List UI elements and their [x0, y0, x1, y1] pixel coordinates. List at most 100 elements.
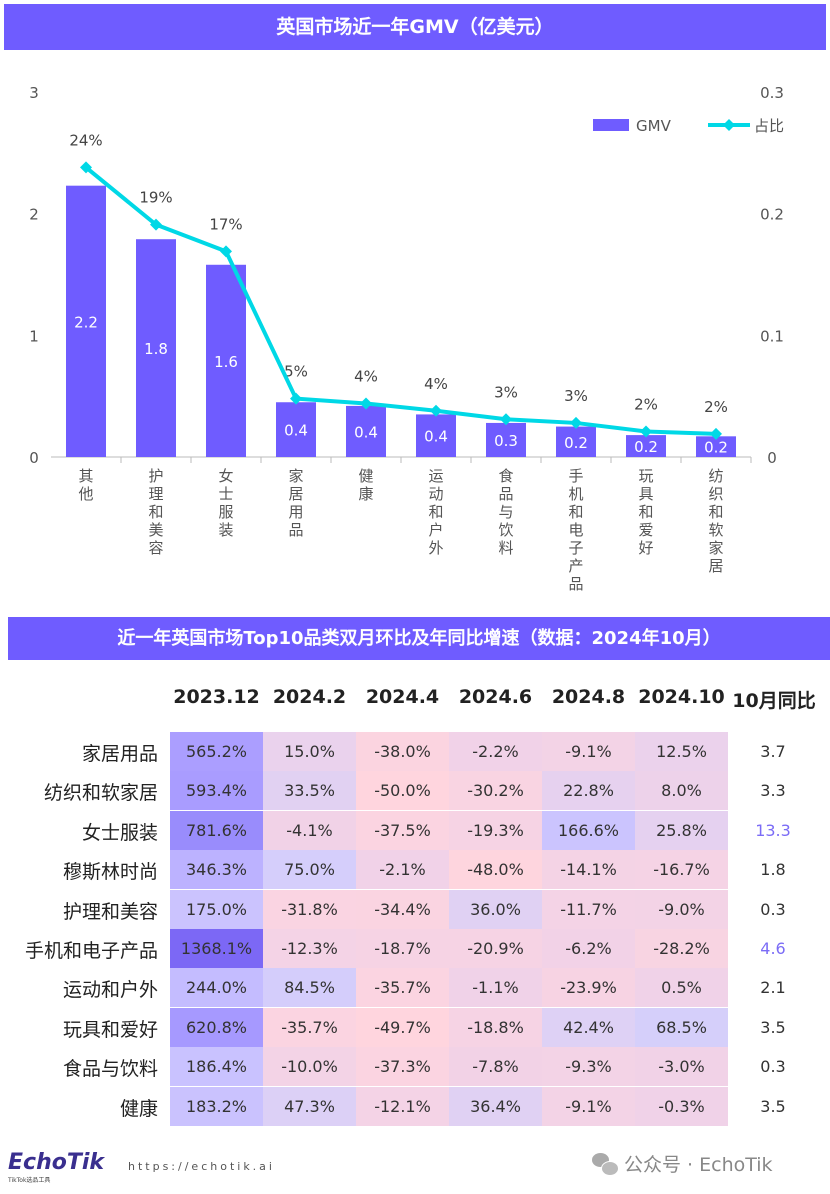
heatmap-cell: 68.5%	[635, 1007, 728, 1047]
share-data-label: 4%	[354, 367, 378, 385]
category-label: 纺织和软家居	[708, 467, 723, 575]
gmv-chart: 0 1 2 3 0 0.1 0.2 0.3 2.2 其他 24% 1.8 护理和美容 19% 1.6 女士服装…	[29, 84, 784, 593]
column-header: 2024.8	[551, 686, 626, 708]
heatmap-cell: 781.6%	[170, 810, 263, 850]
gmv-bar	[346, 405, 386, 457]
gmv-bar	[416, 414, 456, 457]
category-label: 其他	[78, 467, 93, 503]
heatmap-cell: -35.7%	[356, 968, 449, 1008]
column-header: 2024.4	[365, 686, 440, 708]
heatmap-cell: 84.5%	[263, 968, 356, 1008]
category-label: 护理和美容	[148, 467, 163, 557]
category-label: 女士服装	[218, 467, 233, 539]
heatmap-cell: -37.5%	[356, 810, 449, 850]
left-axis-tick: 3	[29, 84, 39, 102]
row-label: 女士服装	[81, 821, 158, 844]
category-label: 运动和户外	[428, 467, 443, 557]
heatmap-cell: -10.0%	[263, 1047, 356, 1087]
category-label: 家居用品	[288, 467, 303, 539]
share-data-label: 24%	[69, 131, 102, 149]
left-axis-tick: 2	[29, 206, 39, 224]
right-axis-tick: 0.2	[760, 206, 784, 224]
heatmap-cell: -34.4%	[356, 889, 449, 929]
gmv-bar	[556, 426, 596, 457]
right-axis-tick: 0	[767, 449, 777, 467]
heatmap-cell: -3.0%	[635, 1047, 728, 1087]
share-data-label: 3%	[494, 383, 518, 401]
heatmap-cell: -28.2%	[635, 929, 728, 968]
column-header: 2024.10	[638, 686, 725, 708]
heatmap-cell: 1368.1%	[170, 929, 263, 968]
category-label: 健康	[358, 467, 373, 503]
share-data-label: 2%	[634, 395, 658, 413]
legend-gmv-label: GMV	[636, 117, 672, 135]
heatmap-cell: 346.3%	[170, 850, 263, 890]
gmv-bar	[206, 264, 246, 457]
heatmap-cell: -6.2%	[542, 929, 635, 968]
share-point	[150, 218, 162, 231]
yoy-cell: 3.5	[760, 1017, 786, 1037]
heatmap-cell: -31.8%	[263, 889, 356, 929]
column-header: 2024.2	[272, 686, 347, 708]
wechat-account: 公众号 · EchoTik	[592, 1150, 773, 1177]
gmv-bar	[66, 185, 106, 457]
row-label: 健康	[119, 1097, 158, 1120]
heatmap-cell: -14.1%	[542, 850, 635, 890]
heatmap-cell: -0.3%	[635, 1086, 728, 1126]
share-point	[360, 397, 372, 410]
share-point	[290, 392, 302, 405]
heatmap-cell: 33.5%	[263, 771, 356, 811]
heatmap-cell: -20.9%	[449, 929, 542, 968]
gmv-bar	[486, 422, 526, 457]
right-axis-tick: 0.3	[760, 84, 784, 102]
heatmap-cell: 166.6%	[542, 810, 635, 850]
row-label: 护理和美容	[62, 900, 158, 923]
yoy-cell: 3.5	[760, 1096, 786, 1116]
legend-share-marker	[723, 119, 735, 131]
heatmap-cell: 22.8%	[542, 771, 635, 811]
left-axis-tick: 1	[29, 327, 39, 345]
column-header: 2023.12	[173, 686, 260, 708]
share-point	[710, 427, 722, 440]
heatmap-cell: 620.8%	[170, 1007, 263, 1047]
heatmap-cell: -18.7%	[356, 929, 449, 968]
wechat-icon	[592, 1152, 619, 1176]
yoy-cell: 2.1	[760, 978, 786, 998]
gmv-bar	[276, 402, 316, 457]
right-axis-tick: 0.1	[760, 327, 784, 345]
yoy-cell: 13.3	[755, 820, 791, 840]
heatmap-cell: 42.4%	[542, 1007, 635, 1047]
logo-subtitle: TikTok选品工具	[8, 1177, 51, 1184]
share-point	[430, 404, 442, 417]
column-header: 10月同比	[732, 690, 816, 712]
heatmap-cell: -12.3%	[263, 929, 356, 968]
row-label: 运动和户外	[62, 979, 158, 1002]
category-label: 玩具和爱好	[638, 467, 653, 557]
heatmap-cell: -19.3%	[449, 810, 542, 850]
gmv-bar	[626, 435, 666, 457]
heatmap-cell: 244.0%	[170, 968, 263, 1008]
gmv-bar-label: 0.3	[494, 432, 518, 450]
heatmap-cell: 36.0%	[449, 889, 542, 929]
heatmap-cell: 0.5%	[635, 968, 728, 1008]
heatmap-cell: -9.3%	[542, 1047, 635, 1087]
yoy-cell: 0.3	[760, 899, 786, 919]
category-label: 食品与饮料	[498, 467, 513, 557]
share-point	[640, 425, 652, 438]
gmv-bar-label: 0.4	[284, 422, 308, 440]
heatmap-cell: 186.4%	[170, 1047, 263, 1087]
share-data-label: 3%	[564, 387, 588, 405]
gmv-bar-label: 0.2	[704, 439, 728, 457]
gmv-bar-label: 2.2	[74, 313, 98, 331]
table-title-banner: 近一年英国市场Top10品类双月环比及年同比增速（数据：2024年10月）	[8, 617, 830, 660]
heatmap-cell: -23.9%	[542, 968, 635, 1008]
yoy-cell: 0.3	[760, 1057, 786, 1077]
heatmap-cell: -50.0%	[356, 771, 449, 811]
heatmap-cell: -9.0%	[635, 889, 728, 929]
logo-text: EchoTik	[8, 1150, 105, 1175]
gmv-bar-label: 0.4	[354, 423, 378, 441]
heatmap-cell: -9.1%	[542, 732, 635, 771]
share-data-label: 19%	[139, 189, 172, 207]
heatmap-cell: -12.1%	[356, 1086, 449, 1126]
gmv-bar	[696, 436, 736, 457]
